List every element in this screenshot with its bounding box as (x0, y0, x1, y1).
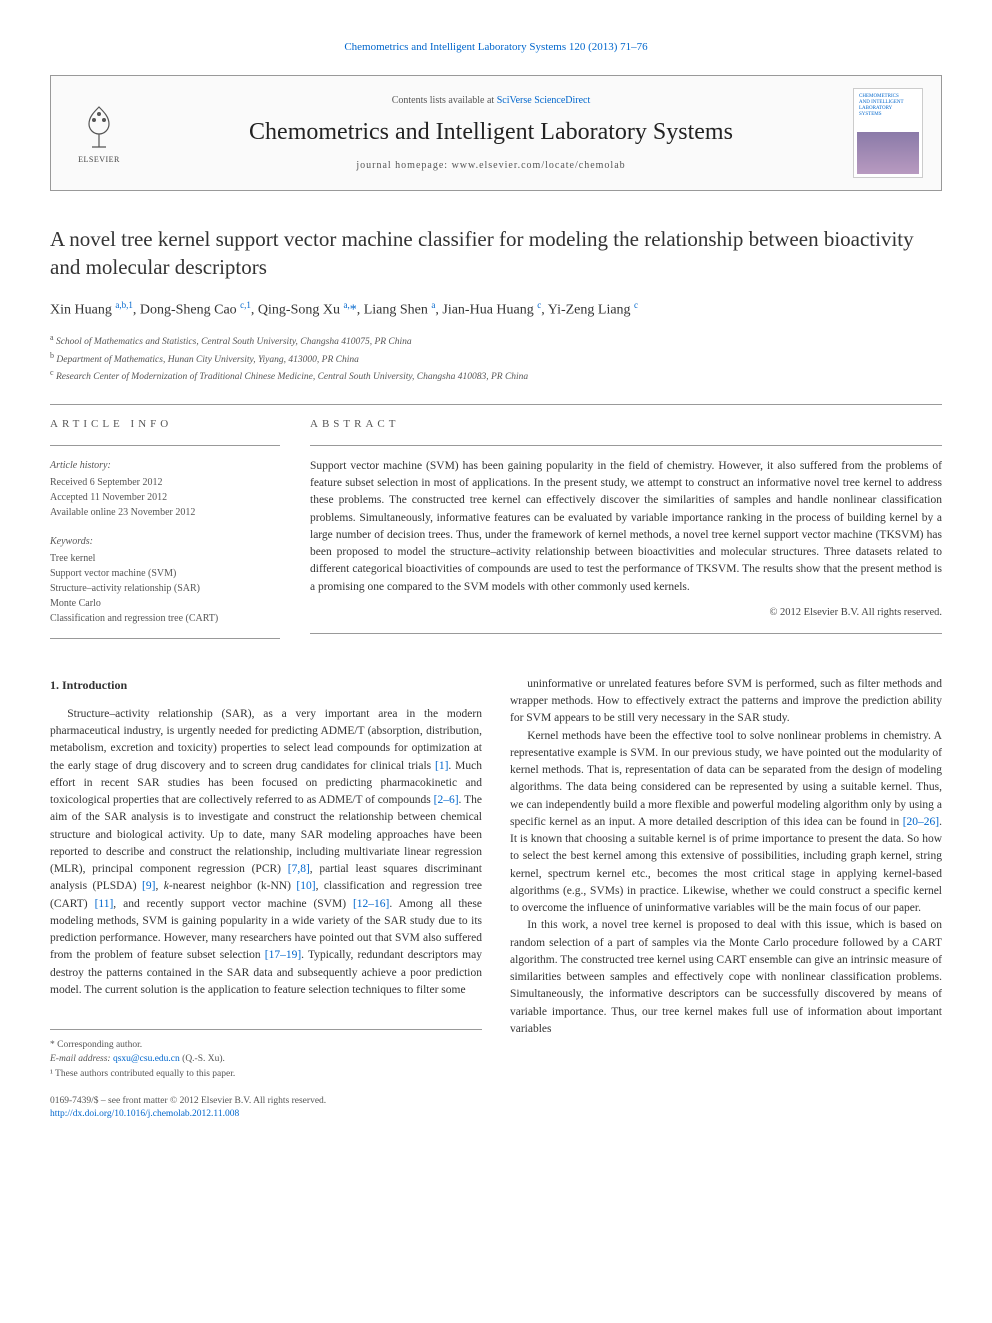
article-info-column: article info Article history: Received 6… (50, 417, 280, 650)
divider (50, 445, 280, 446)
body-column-left: 1. Introduction Structure–activity relat… (50, 676, 482, 1122)
keywords-block: Keywords: Tree kernel Support vector mac… (50, 534, 280, 626)
equal-contrib-note: ¹ These authors contributed equally to t… (50, 1067, 482, 1081)
footer-block: * Corresponding author. E-mail address: … (50, 1029, 482, 1081)
abstract-copyright: © 2012 Elsevier B.V. All rights reserved… (310, 606, 942, 621)
body-paragraph: In this work, a novel tree kernel is pro… (510, 917, 942, 1038)
journal-header: ELSEVIER Contents lists available at Sci… (50, 75, 942, 191)
sciverse-link[interactable]: SciVerse ScienceDirect (497, 95, 591, 106)
divider (310, 445, 942, 446)
body-paragraph: uninformative or unrelated features befo… (510, 676, 942, 728)
body-paragraph: Kernel methods have been the effective t… (510, 728, 942, 918)
header-center: Contents lists available at SciVerse Sci… (129, 94, 853, 174)
divider (50, 638, 280, 639)
keyword: Tree kernel (50, 551, 280, 566)
email-link[interactable]: qsxu@csu.edu.cn (113, 1054, 180, 1064)
article-history-block: Article history: Received 6 September 20… (50, 458, 280, 520)
corresponding-author: * Corresponding author. (50, 1038, 482, 1052)
article-info-heading: article info (50, 417, 280, 432)
journal-cover-thumb: CHEMOMETRICS AND INTELLIGENT LABORATORY … (853, 88, 923, 178)
abstract-text: Support vector machine (SVM) has been ga… (310, 458, 942, 596)
body-columns: 1. Introduction Structure–activity relat… (50, 676, 942, 1122)
affiliation-c: c Research Center of Modernization of Tr… (50, 367, 942, 384)
contents-prefix: Contents lists available at (392, 95, 497, 106)
cover-thumb-image (857, 132, 919, 174)
doi-link[interactable]: http://dx.doi.org/10.1016/j.chemolab.201… (50, 1108, 326, 1121)
history-line: Accepted 11 November 2012 (50, 490, 280, 505)
affiliations: a School of Mathematics and Statistics, … (50, 332, 942, 384)
intro-heading: 1. Introduction (50, 676, 482, 694)
abstract-heading: abstract (310, 417, 942, 432)
history-line: Received 6 September 2012 (50, 475, 280, 490)
divider (310, 633, 942, 634)
homepage-prefix: journal homepage: (356, 160, 451, 171)
journal-title: Chemometrics and Intelligent Laboratory … (129, 116, 853, 150)
elsevier-tree-icon (74, 102, 124, 152)
email-line: E-mail address: qsxu@csu.edu.cn (Q.-S. X… (50, 1052, 482, 1066)
homepage-url[interactable]: www.elsevier.com/locate/chemolab (452, 160, 626, 171)
affiliation-b: b Department of Mathematics, Hunan City … (50, 350, 942, 367)
keyword: Monte Carlo (50, 596, 280, 611)
author-list: Xin Huang a,b,1, Dong-Sheng Cao c,1, Qin… (50, 299, 942, 320)
keywords-title: Keywords: (50, 534, 280, 549)
footer-bottom: 0169-7439/$ – see front matter © 2012 El… (50, 1095, 482, 1122)
cover-thumb-text: CHEMOMETRICS AND INTELLIGENT LABORATORY … (857, 92, 919, 132)
body-column-right: uninformative or unrelated features befo… (510, 676, 942, 1122)
keyword: Classification and regression tree (CART… (50, 611, 280, 626)
history-title: Article history: (50, 458, 280, 473)
footer-issn-doi: 0169-7439/$ – see front matter © 2012 El… (50, 1095, 326, 1122)
body-paragraph: Structure–activity relationship (SAR), a… (50, 706, 482, 999)
history-line: Available online 23 November 2012 (50, 505, 280, 520)
elsevier-logo: ELSEVIER (69, 98, 129, 168)
affiliation-a: a School of Mathematics and Statistics, … (50, 332, 942, 349)
divider (50, 404, 942, 405)
journal-homepage: journal homepage: www.elsevier.com/locat… (129, 159, 853, 173)
keyword: Support vector machine (SVM) (50, 566, 280, 581)
info-abstract-row: article info Article history: Received 6… (50, 417, 942, 650)
contents-line: Contents lists available at SciVerse Sci… (129, 94, 853, 108)
article-title: A novel tree kernel support vector machi… (50, 226, 942, 281)
elsevier-label: ELSEVIER (78, 154, 120, 165)
issn-line: 0169-7439/$ – see front matter © 2012 El… (50, 1095, 326, 1108)
abstract-column: abstract Support vector machine (SVM) ha… (310, 417, 942, 650)
top-citation[interactable]: Chemometrics and Intelligent Laboratory … (50, 40, 942, 55)
keyword: Structure–activity relationship (SAR) (50, 581, 280, 596)
